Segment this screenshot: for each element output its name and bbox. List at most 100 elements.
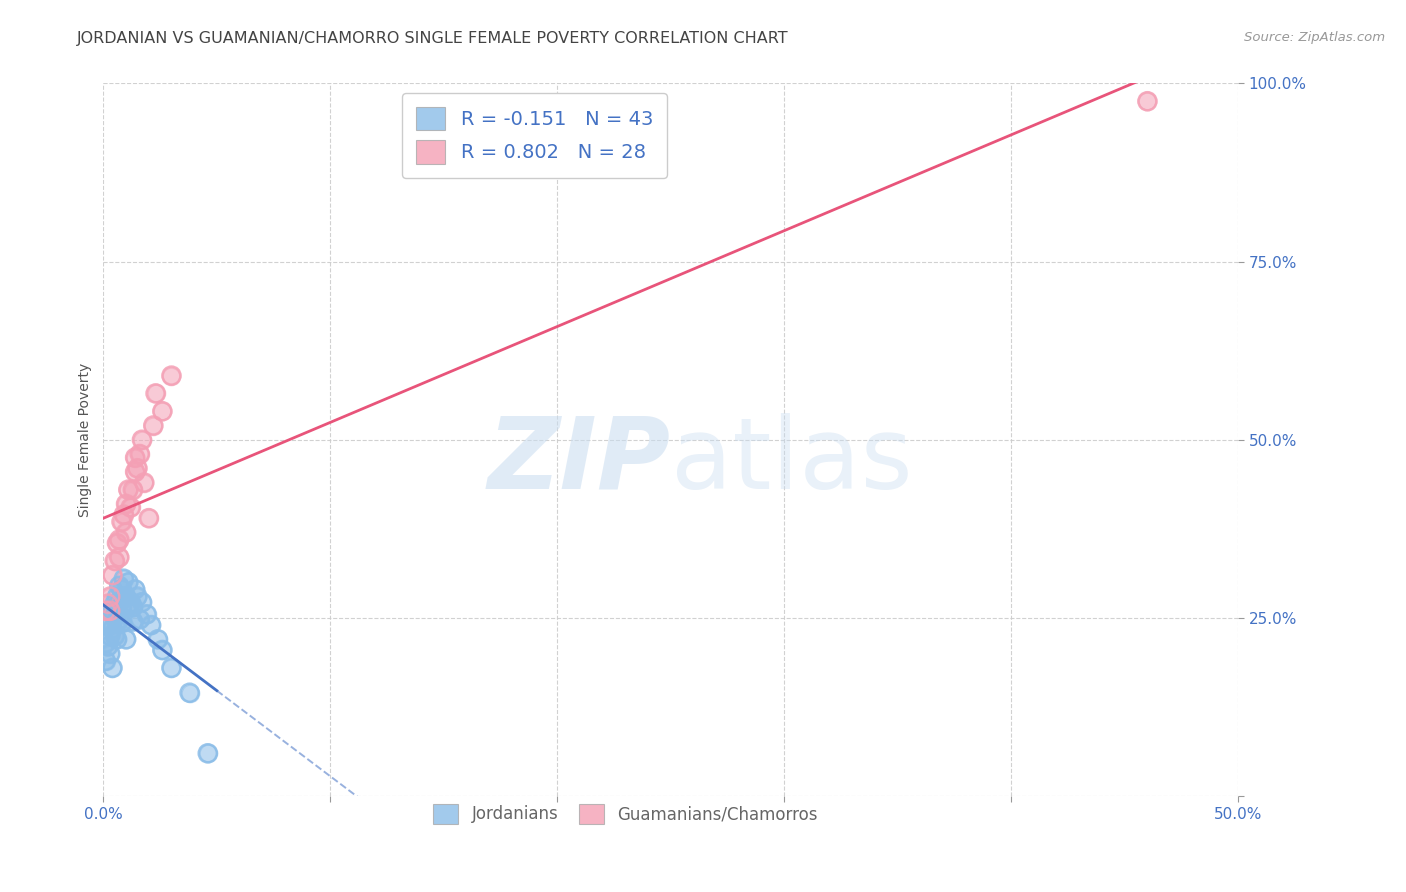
Point xyxy=(142,418,165,433)
Point xyxy=(110,600,132,615)
Point xyxy=(104,554,127,568)
Point xyxy=(127,461,149,475)
Point xyxy=(128,447,150,461)
Point xyxy=(115,590,138,604)
Point xyxy=(122,600,145,615)
Point xyxy=(117,575,139,590)
Point xyxy=(94,636,117,650)
Point xyxy=(139,618,162,632)
Point xyxy=(122,600,145,615)
Point xyxy=(104,609,127,624)
Point xyxy=(97,640,120,654)
Point xyxy=(104,597,127,611)
Point xyxy=(105,590,128,604)
Point xyxy=(105,604,128,618)
Point xyxy=(117,483,139,497)
Point xyxy=(131,595,153,609)
Point xyxy=(104,629,127,643)
Point xyxy=(105,536,128,550)
Point xyxy=(127,590,149,604)
Point xyxy=(97,615,120,629)
Point xyxy=(138,511,160,525)
Point xyxy=(105,604,128,618)
Point xyxy=(127,461,149,475)
Point xyxy=(131,595,153,609)
Point xyxy=(94,654,117,668)
Point xyxy=(1136,95,1159,109)
Point xyxy=(98,629,121,643)
Point xyxy=(108,612,131,626)
Point xyxy=(94,604,117,618)
Point xyxy=(131,433,153,447)
Point xyxy=(1136,95,1159,109)
Point xyxy=(104,629,127,643)
Point xyxy=(142,418,165,433)
Y-axis label: Single Female Poverty: Single Female Poverty xyxy=(79,363,93,516)
Point xyxy=(120,500,142,515)
Point xyxy=(112,572,135,586)
Point xyxy=(145,386,167,401)
Point xyxy=(124,450,146,465)
Point xyxy=(108,550,131,565)
Point xyxy=(134,475,156,490)
Point xyxy=(120,595,142,609)
Point xyxy=(112,591,135,605)
Point xyxy=(135,607,157,622)
Point xyxy=(97,615,120,629)
Point xyxy=(160,368,183,383)
Point xyxy=(98,590,121,604)
Point xyxy=(124,465,146,479)
Point xyxy=(112,591,135,605)
Point xyxy=(104,609,127,624)
Point xyxy=(101,622,124,636)
Point xyxy=(179,686,201,700)
Point xyxy=(146,632,169,647)
Point xyxy=(124,465,146,479)
Point xyxy=(115,497,138,511)
Point xyxy=(101,568,124,582)
Point xyxy=(115,590,138,604)
Point xyxy=(122,483,145,497)
Point xyxy=(120,595,142,609)
Point xyxy=(160,661,183,675)
Point xyxy=(105,590,128,604)
Point xyxy=(97,597,120,611)
Point xyxy=(138,511,160,525)
Point xyxy=(135,607,157,622)
Point xyxy=(108,595,131,609)
Point xyxy=(115,632,138,647)
Point xyxy=(128,447,150,461)
Point xyxy=(131,433,153,447)
Point xyxy=(197,747,219,761)
Point xyxy=(110,515,132,529)
Text: JORDANIAN VS GUAMANIAN/CHAMORRO SINGLE FEMALE POVERTY CORRELATION CHART: JORDANIAN VS GUAMANIAN/CHAMORRO SINGLE F… xyxy=(77,31,789,46)
Text: Source: ZipAtlas.com: Source: ZipAtlas.com xyxy=(1244,31,1385,45)
Point xyxy=(160,661,183,675)
Point xyxy=(115,497,138,511)
Point xyxy=(98,618,121,632)
Point xyxy=(150,643,173,657)
Point xyxy=(108,533,131,547)
Point xyxy=(108,612,131,626)
Point xyxy=(117,575,139,590)
Point xyxy=(134,475,156,490)
Point xyxy=(101,661,124,675)
Point xyxy=(98,604,121,618)
Point xyxy=(98,590,121,604)
Point xyxy=(150,643,173,657)
Point xyxy=(150,404,173,418)
Point xyxy=(122,615,145,629)
Point xyxy=(128,612,150,626)
Point xyxy=(98,647,121,661)
Text: ZIP: ZIP xyxy=(488,413,671,509)
Point xyxy=(139,618,162,632)
Point xyxy=(94,654,117,668)
Point xyxy=(105,632,128,647)
Point xyxy=(101,661,124,675)
Point xyxy=(128,612,150,626)
Point xyxy=(98,618,121,632)
Point xyxy=(97,597,120,611)
Point xyxy=(101,604,124,618)
Point xyxy=(94,604,117,618)
Point xyxy=(110,600,132,615)
